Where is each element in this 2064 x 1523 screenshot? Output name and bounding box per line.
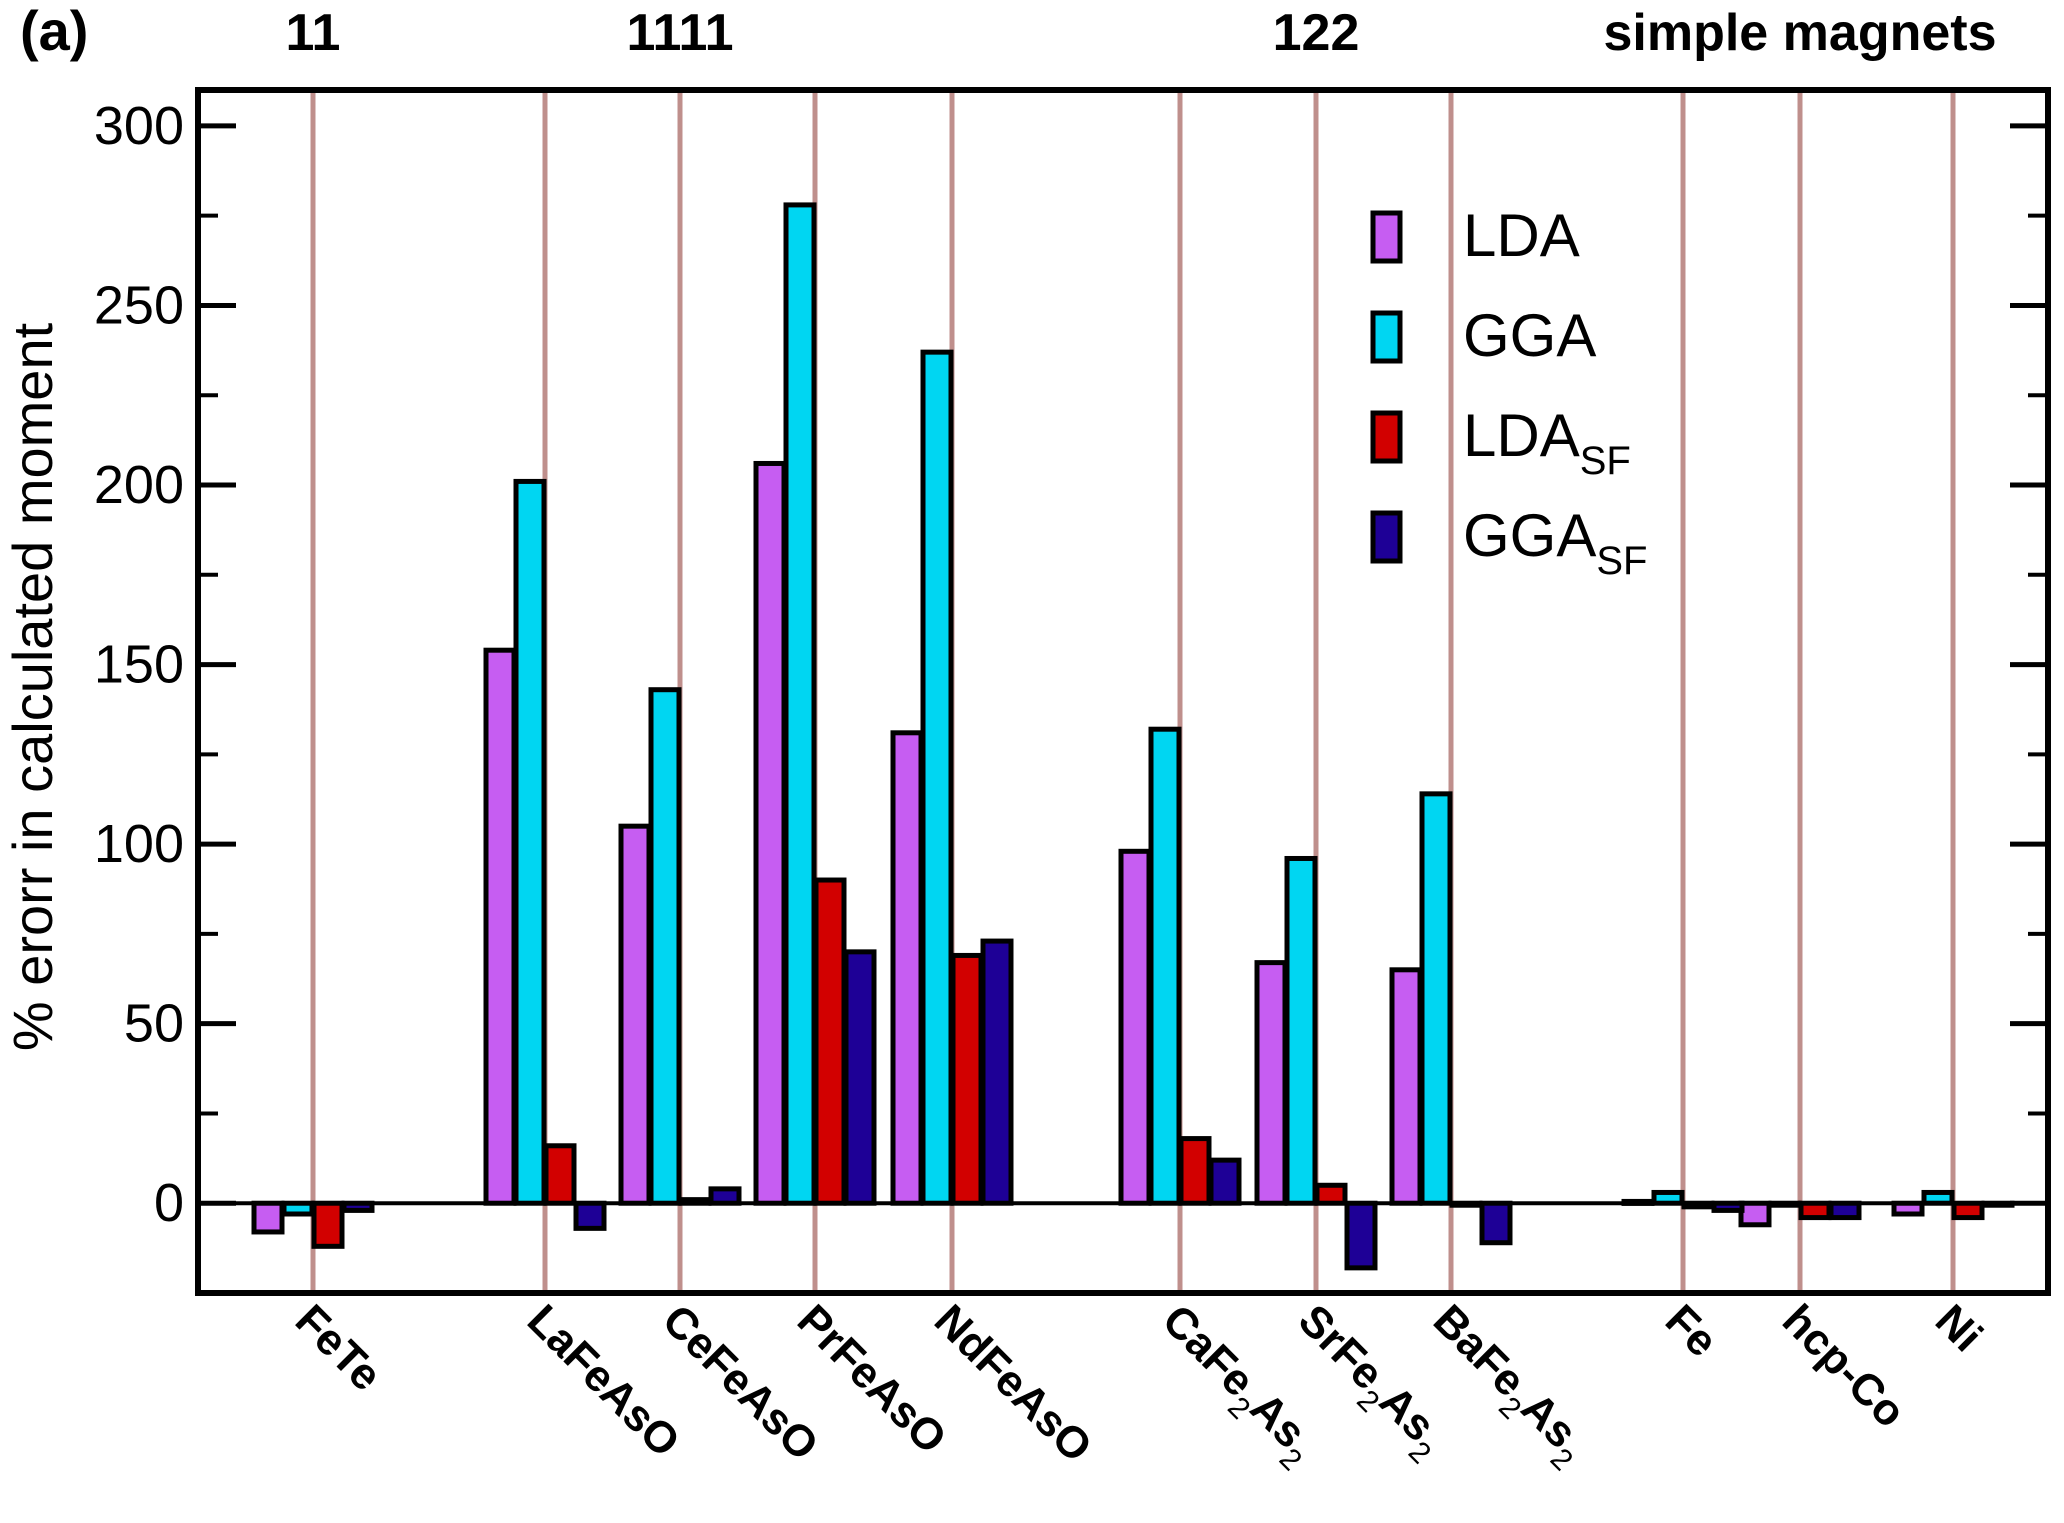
- x-tick-label-fete: FeTe: [286, 1295, 391, 1400]
- legend-label-gga-sf: GGASF: [1463, 502, 1647, 583]
- bar-gga-cefeaso: [648, 687, 682, 1206]
- y-tick-label-200: 200: [94, 455, 184, 515]
- bar-gga-sf-cefeaso: [708, 1186, 742, 1206]
- y-tick-label-100: 100: [94, 814, 184, 874]
- x-tick-label-hcp-co: hcp-Co: [1773, 1295, 1915, 1437]
- legend-label-gga: GGA: [1463, 302, 1596, 369]
- legend-label-lda-sf: LDASF: [1463, 402, 1631, 483]
- bar-lda-lafeaso: [483, 647, 517, 1206]
- legend-swatch-gga: [1370, 310, 1403, 364]
- bar-gga-ndfeaso: [920, 349, 954, 1206]
- bar-lda-sf-ndfeaso: [950, 952, 984, 1206]
- legend-swatch-lda: [1370, 210, 1403, 264]
- bar-gga-cafe2as2: [1148, 726, 1182, 1206]
- bar-lda-bafe2as2: [1389, 967, 1423, 1206]
- bar-gga-sf-ndfeaso: [980, 938, 1014, 1206]
- bar-gga-srfe2as2: [1284, 855, 1318, 1206]
- bar-gga-bafe2as2: [1419, 791, 1453, 1206]
- group-header-122: 122: [1273, 4, 1360, 62]
- bar-gga-sf-lafeaso: [573, 1200, 607, 1231]
- x-tick-label-fe: Fe: [1656, 1295, 1727, 1366]
- x-tick-label-bafe2as2: BaFe2As2: [1416, 1295, 1598, 1477]
- legend-swatch-gga-sf: [1370, 510, 1403, 564]
- bar-lda-sf-cafe2as2: [1178, 1136, 1212, 1206]
- y-tick-label-0: 0: [154, 1173, 184, 1233]
- panel-label: (a): [20, 0, 88, 62]
- bar-lda-cefeaso: [618, 823, 652, 1206]
- y-tick-label-50: 50: [124, 994, 184, 1054]
- y-tick-label-250: 250: [94, 275, 184, 335]
- bar-lda-sf-hcp-co: [1798, 1200, 1832, 1221]
- bar-lda-srfe2as2: [1254, 960, 1288, 1206]
- x-tick-label-srfe2as2: SrFe2As2: [1281, 1295, 1456, 1470]
- bar-gga-prfeaso: [783, 202, 817, 1206]
- group-headers: 11 1111 122 simple magnets: [286, 4, 1997, 62]
- plot-frame: [195, 87, 2051, 1296]
- y-tick-label-150: 150: [94, 635, 184, 695]
- legend-swatch-lda-sf: [1370, 410, 1403, 464]
- axes: [195, 87, 2051, 1296]
- legend-label-lda: LDA: [1463, 202, 1580, 269]
- y-tick-label-300: 300: [94, 96, 184, 156]
- bar-gga-sf-srfe2as2: [1344, 1200, 1378, 1271]
- bar-gga-sf-cafe2as2: [1208, 1157, 1242, 1206]
- bar-gga-lafeaso: [513, 478, 547, 1206]
- bar-lda-ndfeaso: [890, 730, 924, 1206]
- bar-lda-sf-srfe2as2: [1314, 1182, 1348, 1206]
- bar-lda-sf-prfeaso: [813, 877, 847, 1206]
- y-axis-label: % erorr in calculated moment: [1, 322, 64, 1051]
- group-header-11: 11: [286, 4, 341, 62]
- bar-lda-cafe2as2: [1118, 848, 1152, 1206]
- group-header-simple-magnets: simple magnets: [1603, 4, 1996, 62]
- bar-gga-sf-bafe2as2: [1479, 1200, 1513, 1246]
- x-tick-label-ni: Ni: [1926, 1295, 1992, 1361]
- bar-lda-hcp-co: [1738, 1200, 1772, 1228]
- bar-lda-fete: [251, 1200, 285, 1235]
- bars: [198, 202, 2048, 1271]
- bar-gga-sf-hcp-co: [1828, 1200, 1862, 1221]
- group-header-1111: 1111: [626, 4, 733, 62]
- ticks: 0 50 100 150 200 250 300: [94, 96, 2048, 1233]
- bar-lda-sf-fete: [311, 1200, 345, 1249]
- legend: LDA GGA LDASF GGASF: [1370, 202, 1647, 583]
- bar-lda-prfeaso: [753, 460, 787, 1206]
- bar-lda-sf-lafeaso: [543, 1143, 577, 1206]
- bar-lda-sf-ni: [1951, 1200, 1985, 1221]
- x-tick-label-ndfeaso: NdFeAsO: [925, 1295, 1101, 1471]
- bar-gga-sf-prfeaso: [843, 949, 877, 1206]
